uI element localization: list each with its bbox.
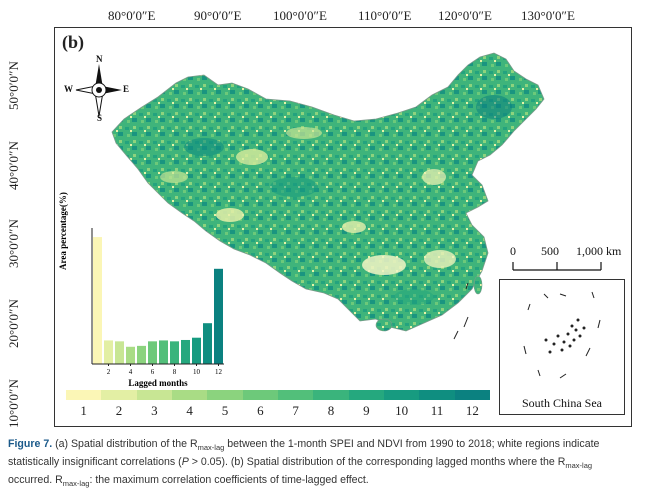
bar-lag-1 xyxy=(93,237,102,364)
caption-line2-b: > 0.05). (b) Spatial distribution of the… xyxy=(188,456,566,469)
bar-lag-5 xyxy=(137,345,146,364)
x-tick-label-4: 4 xyxy=(129,368,133,376)
lon-label-110e: 110°0′0″E xyxy=(358,8,412,23)
bars-group xyxy=(93,237,223,364)
lon-label-130e: 130°0′0″E xyxy=(521,8,575,23)
bar-lag-9 xyxy=(181,339,190,364)
bar-lag-10 xyxy=(192,337,201,364)
scale-label-0: 0 xyxy=(510,244,516,258)
x-ticks: 2 4 6 8 10 12 xyxy=(107,364,223,376)
lat-label-20n: 20°0′0″N xyxy=(6,299,21,348)
legend-value-6: 6 xyxy=(257,403,264,418)
legend-swatch-1 xyxy=(66,390,102,400)
legend-value-7: 7 xyxy=(292,403,299,418)
south-china-sea-islands xyxy=(523,291,601,379)
scale-label-500: 500 xyxy=(541,244,559,258)
legend-swatch-4 xyxy=(172,390,208,400)
legend-swatch-8 xyxy=(313,390,350,400)
x-tick-label-12: 12 xyxy=(215,368,223,376)
china-map xyxy=(111,52,545,340)
legend-swatch-5 xyxy=(207,390,244,400)
lag-area-bar-chart: 2 4 6 8 10 12 Lagged months xyxy=(91,228,224,388)
chart-x-axis-label: Lagged months xyxy=(128,378,188,388)
caption-sub1: max-lag xyxy=(197,443,225,453)
caption-p-symbol: P xyxy=(181,456,189,469)
color-legend: 1 2 3 4 5 6 7 8 9 10 11 12 xyxy=(66,390,491,418)
legend-value-10: 10 xyxy=(395,403,409,418)
figure-caption: Figure 7. (a) Spatial distribution of th… xyxy=(8,437,668,491)
south-china-sea-label: South China Sea xyxy=(522,396,602,410)
north-arrow-compass: N S E W xyxy=(64,54,132,123)
caption-sub3: max-lag xyxy=(62,479,90,489)
panel-label: (b) xyxy=(62,32,84,52)
compass-s: S xyxy=(97,113,103,123)
lon-label-100e: 100°0′0″E xyxy=(273,8,327,23)
legend-value-5: 5 xyxy=(221,403,229,418)
hainan-island xyxy=(375,318,393,332)
scale-label-1000: 1,000 km xyxy=(576,244,622,258)
legend-swatch-7 xyxy=(278,390,314,400)
legend-value-9: 9 xyxy=(363,403,370,418)
caption-line3-a: occurred. R xyxy=(8,474,63,487)
bar-lag-4 xyxy=(126,346,135,364)
caption-sub2: max-lag xyxy=(565,461,593,471)
legend-swatch-3 xyxy=(136,390,173,400)
lon-label-80e: 80°0′0″E xyxy=(108,8,156,23)
x-tick-label-6: 6 xyxy=(151,368,155,376)
compass-n: N xyxy=(96,54,103,64)
taiwan-island xyxy=(473,275,483,295)
caption-figure-number: Figure 7. xyxy=(8,438,53,450)
bar-lag-12 xyxy=(214,268,223,364)
legend-swatch-11 xyxy=(419,390,456,400)
bar-lag-8 xyxy=(170,341,179,364)
lon-label-90e: 90°0′0″E xyxy=(194,8,242,23)
legend-swatch-9 xyxy=(348,390,385,400)
legend-value-12: 12 xyxy=(465,403,479,418)
compass-w: W xyxy=(64,84,73,94)
x-tick-label-10: 10 xyxy=(193,368,201,376)
x-tick-label-2: 2 xyxy=(107,368,111,376)
legend-value-8: 8 xyxy=(327,403,335,418)
x-tick-label-8: 8 xyxy=(173,368,177,376)
bar-lag-6 xyxy=(148,341,157,364)
lat-label-40n: 40°0′0″N xyxy=(6,141,21,190)
bar-lag-7 xyxy=(159,340,168,364)
legend-value-2: 2 xyxy=(115,403,123,418)
lat-label-50n: 50°0′0″N xyxy=(6,61,21,110)
lat-label-30n: 30°0′0″N xyxy=(6,219,21,268)
chart-y-axis-label: Area percentage(%) xyxy=(58,192,68,270)
legend-value-11: 11 xyxy=(430,403,444,418)
caption-line1-a: (a) Spatial distribution of the R xyxy=(52,438,198,450)
compass-e: E xyxy=(123,84,130,94)
bar-lag-11 xyxy=(203,323,212,364)
legend-swatch-10 xyxy=(384,390,420,400)
bar-lag-2 xyxy=(104,340,113,364)
legend-swatch-2 xyxy=(101,390,138,400)
legend-value-4: 4 xyxy=(186,403,193,418)
legend-swatch-6 xyxy=(242,390,279,400)
caption-line1-b: between the 1-month SPEI and NDVI from 1… xyxy=(224,438,600,450)
legend-swatch-12 xyxy=(454,390,491,400)
legend-value-3: 3 xyxy=(151,403,158,418)
legend-value-1: 1 xyxy=(80,403,87,418)
caption-line3-b: : the maximum correlation coefficients o… xyxy=(89,474,369,487)
bar-lag-3 xyxy=(115,341,124,364)
nine-dash-segments xyxy=(453,282,469,340)
south-china-sea-inset: South China Sea xyxy=(499,279,625,415)
scale-bar xyxy=(512,262,602,271)
lat-label-10n: 10°0′0″N xyxy=(6,379,21,428)
lon-label-120e: 120°0′0″E xyxy=(438,8,492,23)
china-land xyxy=(111,52,545,332)
compass-rose-icon xyxy=(75,64,122,117)
caption-line2-a: statistically insignificant correlations… xyxy=(8,456,182,469)
